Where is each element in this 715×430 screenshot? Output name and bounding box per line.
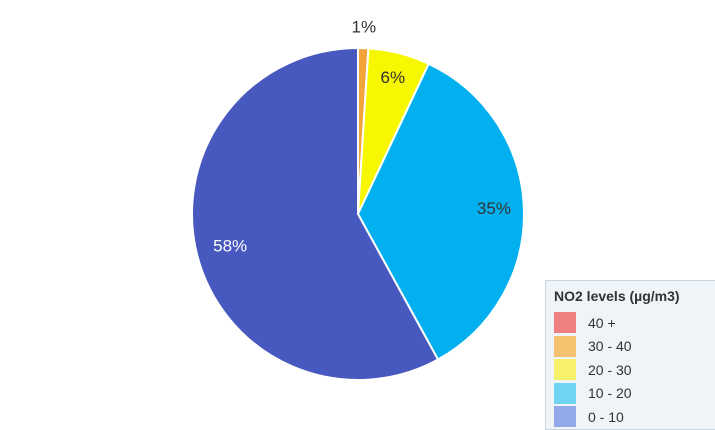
legend-label-30-40: 30 - 40 [588,338,632,355]
legend-item-20-30: 20 - 30 [554,358,715,382]
pie-slice-10-20 [356,62,525,361]
legend-title: NO2 levels (µg/m3) [554,288,680,304]
legend-label-40-plus: 40 + [588,314,616,331]
legend-swatch-20-30 [554,359,576,381]
pie-label-10-20: 35% [477,199,511,218]
legend-swatch-0-10 [554,406,576,428]
legend-label-10-20: 10 - 20 [588,385,632,402]
pie-labels: 1% 6% 35% 58% [213,18,511,256]
pie-slices [191,46,525,381]
pie-label-20-30: 6% [381,68,406,87]
legend-item-40-plus: 40 + [554,311,715,335]
legend: NO2 levels (µg/m3) 40 + 30 - 40 20 - 30 … [545,280,715,430]
legend-item-10-20: 10 - 20 [554,382,715,406]
legend-swatch-40-plus [554,312,576,334]
legend-item-30-40: 30 - 40 [554,335,715,359]
legend-label-20-30: 20 - 30 [588,361,632,378]
legend-swatch-30-40 [554,335,576,357]
pie-label-30-40: 1% [352,18,377,37]
pie-slice-0-10 [191,46,440,381]
legend-swatch-10-20 [554,382,576,404]
legend-item-0-10: 0 - 10 [554,405,715,429]
legend-label-0-10: 0 - 10 [588,408,624,425]
pie-label-0-10: 58% [213,236,247,255]
